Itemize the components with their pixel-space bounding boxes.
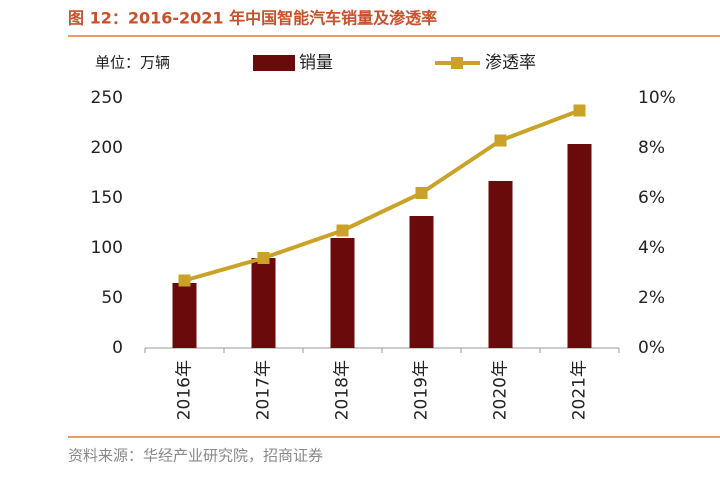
x-tick-label: 2017年 — [254, 360, 274, 420]
y2-tick-label: 2% — [638, 288, 665, 308]
y-tick-label: 250 — [91, 88, 123, 108]
y2-tick-label: 0% — [638, 338, 665, 358]
y-tick-label: 50 — [101, 288, 123, 308]
bar — [567, 144, 592, 348]
legend-swatch — [451, 57, 463, 69]
marker — [336, 224, 349, 237]
chart-title: 图 12：2016-2021 年中国智能汽车销量及渗透率 — [68, 9, 437, 28]
legend-label: 渗透率 — [485, 53, 536, 73]
x-tick-label: 2018年 — [333, 360, 353, 420]
unit-label: 单位：万辆 — [95, 54, 170, 72]
x-tick-label: 2020年 — [491, 360, 511, 420]
marker — [573, 104, 586, 117]
y-tick-label: 150 — [91, 188, 123, 208]
marker — [415, 187, 428, 199]
legend-label: 销量 — [299, 53, 333, 73]
y2-tick-label: 6% — [638, 188, 665, 208]
y-tick-label: 200 — [91, 138, 123, 158]
bar — [488, 181, 513, 348]
marker — [178, 274, 191, 287]
bar — [409, 216, 434, 348]
y-tick-label: 100 — [91, 238, 123, 258]
marker — [494, 134, 507, 147]
legend-swatch — [253, 55, 295, 71]
y2-tick-label: 4% — [638, 238, 665, 258]
bar — [330, 238, 355, 348]
line — [183, 108, 581, 283]
bar — [251, 258, 276, 348]
y2-tick-label: 8% — [638, 138, 665, 158]
x-tick-label: 2019年 — [412, 360, 432, 420]
y-tick-label: 0 — [112, 338, 123, 358]
marker — [257, 252, 270, 264]
bar — [172, 283, 197, 348]
x-tick-label: 2021年 — [570, 360, 590, 420]
x-tick-label: 2016年 — [175, 360, 195, 420]
y2-tick-label: 10% — [638, 88, 676, 108]
source: 资料来源：华经产业研究院，招商证券 — [68, 447, 323, 465]
